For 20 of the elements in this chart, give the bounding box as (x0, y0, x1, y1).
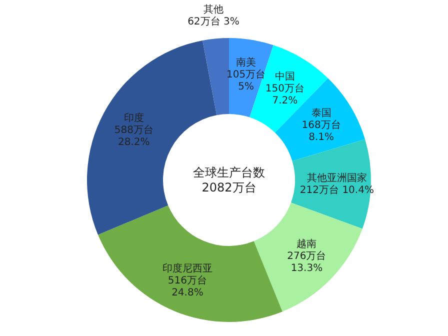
donut-slice (202, 38, 229, 116)
data-label: 62万台 3% (188, 16, 240, 28)
data-label: 105万台 5% (226, 68, 266, 92)
slice-label: 泰国 (311, 108, 332, 119)
data-label: 150万台 7.2% (265, 82, 304, 107)
slice-label: 其他亚洲国家 (306, 172, 367, 184)
data-label: 516万台 24.8% (168, 274, 208, 299)
slice-label: 南美 (236, 56, 256, 68)
donut-slice (98, 205, 282, 322)
data-label: 276万台 13.3% (287, 250, 326, 274)
text: 2082万台 (202, 180, 256, 194)
slice-label: 越南 (296, 238, 317, 250)
data-label: 168万台 8.1% (302, 118, 341, 143)
slice-label: 印度尼西亚 (162, 262, 212, 275)
slice-label: 中国 (274, 70, 295, 83)
slice-label: 印度 (124, 112, 144, 124)
data-label: 588万台 28.2% (114, 124, 154, 148)
slice-label: 其他 (203, 4, 224, 16)
donut-slice (254, 202, 362, 312)
text: 全球生产台数 (193, 166, 265, 180)
